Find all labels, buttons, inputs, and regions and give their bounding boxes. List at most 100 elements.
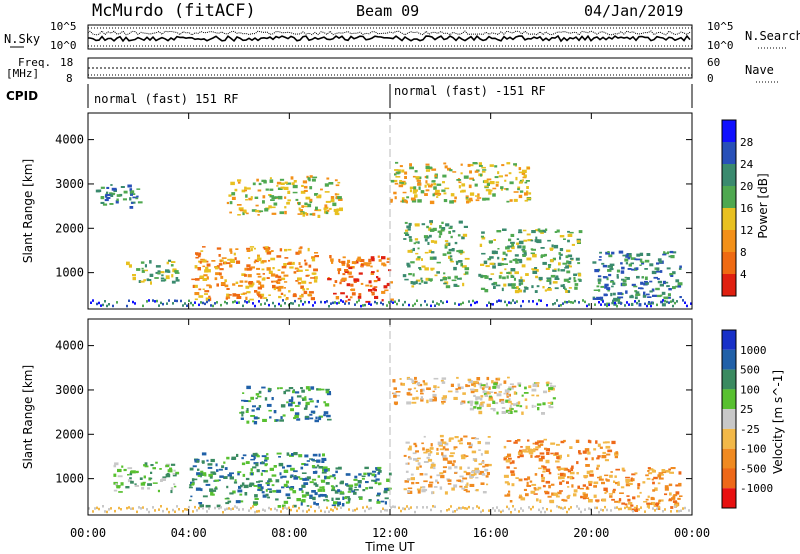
velocity-echo-cell (326, 414, 331, 418)
velocity-echo-cell (301, 499, 306, 501)
velocity-ground-scatter-cell (644, 510, 646, 513)
velocity-echo-cell (556, 456, 560, 460)
velocity-echo-cell (509, 500, 513, 503)
velocity-echo-cell (507, 394, 510, 397)
velocity-echo-cell (618, 498, 622, 502)
velocity-echo-cell (305, 415, 309, 418)
power-ground-scatter-cell (686, 304, 688, 308)
power-echo-cell (444, 246, 448, 249)
velocity-echo-cell (371, 473, 376, 477)
power-echo-cell (208, 285, 212, 289)
power-echo-cell (434, 177, 438, 179)
power-echo-cell (410, 281, 413, 285)
velocity-echo-cell (135, 470, 139, 473)
velocity-echo-cell (583, 493, 588, 497)
velocity-ground-scatter-cell (318, 506, 320, 509)
power-echo-cell (504, 268, 507, 271)
power-echo-cell (297, 268, 300, 270)
power-echo-cell (500, 263, 504, 266)
velocity-echo-cell (354, 486, 357, 489)
power-echo-cell (448, 255, 452, 259)
velocity-echo-cell (279, 472, 282, 476)
power-echo-cell (456, 250, 461, 253)
velocity-echo-cell (463, 470, 467, 473)
power-echo-cell (415, 176, 420, 179)
power-echo-cell (519, 260, 523, 264)
velocity-echo-cell (552, 397, 556, 400)
velocity-echo-cell (292, 490, 297, 494)
velocity-echo-cell (255, 393, 260, 396)
power-echo-cell (309, 186, 313, 190)
velocity-echo-cell (326, 476, 331, 480)
velocity-ground-scatter-cell (670, 510, 672, 513)
power-echo-cell (535, 229, 540, 232)
velocity-echo-cell (254, 502, 259, 506)
freq-left-tick-top: 18 (60, 56, 73, 69)
power-echo-cell (122, 198, 127, 201)
velocity-ground-scatter-cell (664, 508, 666, 511)
velocity-ground-scatter-cell (674, 505, 676, 508)
velocity-echo-cell (651, 478, 654, 481)
power-echo-cell (602, 264, 608, 268)
velocity-echo-cell (605, 445, 611, 449)
velocity-echo-cell (461, 487, 466, 490)
power-echo-cell (149, 273, 154, 277)
velocity-echo-cell (572, 477, 575, 480)
power-ground-scatter-cell (300, 299, 302, 303)
power-echo-cell (299, 246, 303, 249)
velocity-ground-scatter-cell (624, 506, 626, 510)
velocity-echo-cell (313, 501, 316, 505)
power-echo-cell (280, 182, 285, 185)
power-ground-scatter-cell (568, 300, 570, 303)
power-echo-cell (251, 209, 257, 212)
velocity-echo-cell (208, 473, 213, 477)
power-echo-cell (239, 209, 245, 212)
power-echo-cell (469, 170, 472, 174)
velocity-echo-cell (200, 488, 203, 492)
power-echo-cell (268, 205, 272, 209)
power-echo-cell (347, 271, 352, 275)
velocity-ground-scatter-cell (168, 510, 170, 514)
power-ground-scatter-cell (616, 305, 618, 308)
power-echo-cell (351, 288, 356, 292)
velocity-echo-cell (212, 472, 217, 475)
power-echo-cell (452, 230, 456, 233)
power-echo-cell (456, 179, 462, 181)
power-echo-cell (354, 278, 360, 282)
power-echo-cell (100, 186, 105, 189)
velocity-ground-scatter-cell (596, 506, 598, 510)
power-echo-cell (418, 186, 421, 190)
power-echo-cell (635, 291, 640, 294)
power-echo-cell (679, 296, 682, 299)
velocity-echo-cell (514, 440, 518, 442)
velocity-echo-cell (303, 482, 309, 485)
power-echo-cell (202, 246, 206, 248)
velocity-echo-cell (305, 404, 308, 408)
power-echo-cell (195, 278, 200, 281)
power-echo-cell (442, 174, 447, 178)
velocity-echo-cell (368, 486, 373, 489)
velocity-echo-cell (408, 457, 412, 460)
velocity-echo-cell (275, 419, 279, 422)
power-echo-cell (244, 267, 248, 271)
velocity-echo-cell (508, 457, 512, 460)
velocity-echo-cell (541, 412, 545, 415)
velocity-echo-cell (440, 474, 445, 479)
power-echo-cell (300, 190, 306, 194)
power-echo-cell (433, 182, 437, 186)
velocity-echo-cell (416, 488, 421, 491)
power-echo-cell (405, 229, 409, 232)
power-echo-cell (244, 189, 247, 192)
velocity-ground-scatter-cell (522, 509, 524, 512)
velocity-echo-cell (537, 440, 540, 442)
velocity-echo-cell (257, 486, 261, 489)
power-ground-scatter-cell (404, 300, 406, 304)
power-echo-cell (414, 238, 419, 241)
velocity-ground-scatter-cell (128, 506, 130, 509)
power-echo-cell (242, 292, 247, 295)
velocity-echo-cell (627, 498, 631, 502)
velocity-echo-cell (526, 481, 529, 485)
velocity-ground-scatter-cell (448, 508, 450, 511)
velocity-ground-scatter-cell (290, 508, 292, 512)
velocity-ground-scatter-cell (184, 508, 186, 511)
